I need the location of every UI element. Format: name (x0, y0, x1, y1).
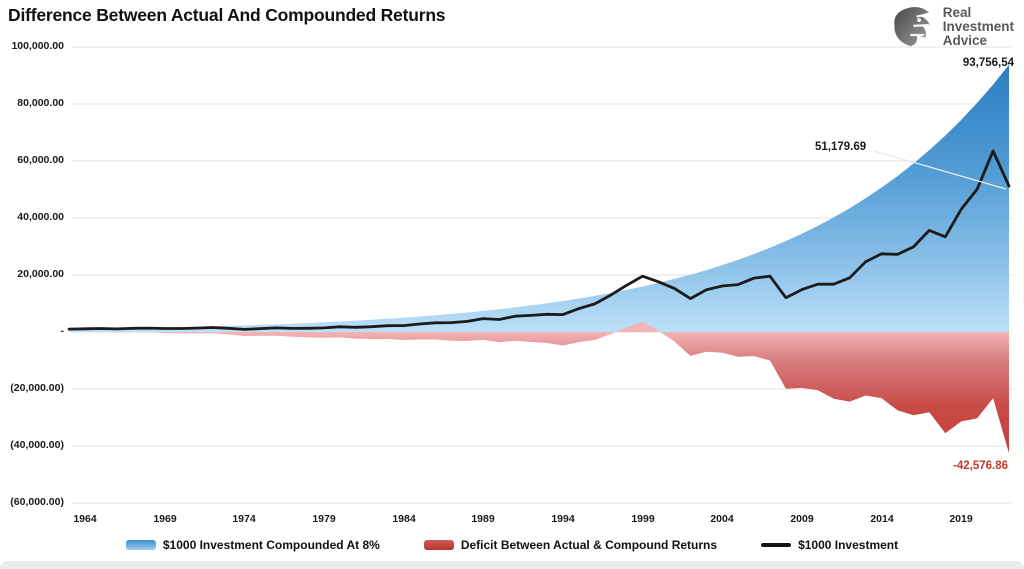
x-axis-tick-label: 2004 (710, 513, 734, 525)
legend-item-investment: $1000 Investment (761, 538, 898, 552)
brand-logo: Real Investment Advice (890, 5, 1014, 49)
x-axis-tick-label: 1969 (153, 513, 177, 525)
y-axis-tick-label: (40,000.00) (10, 439, 64, 451)
legend-item-deficit: Deficit Between Actual & Compound Return… (423, 538, 718, 552)
x-axis-tick-label: 2014 (870, 513, 894, 525)
legend-label: Deficit Between Actual & Compound Return… (460, 538, 718, 552)
legend-label: $1000 Investment (798, 538, 899, 552)
blue-area-swatch (125, 540, 156, 550)
x-axis-tick-label: 2009 (790, 513, 814, 525)
y-axis-tick-label: - (60, 325, 65, 337)
x-axis-tick-label: 1999 (631, 513, 655, 525)
annotation-actual-end-value: 51,179.69 (815, 141, 867, 153)
y-axis-tick-label: (60,000.00) (10, 496, 64, 508)
y-axis-tick-label: 20,000.00 (17, 268, 64, 280)
y-axis-tick-label: 60,000.00 (17, 154, 64, 166)
annotation-compound-end-value: 93,756,54 (962, 57, 1014, 69)
y-axis-tick-label: 40,000.00 (17, 211, 64, 223)
chart-title: Difference Between Actual And Compounded… (8, 5, 446, 25)
x-axis-tick-label: 1964 (73, 513, 97, 525)
bottom-divider (0, 561, 1024, 569)
y-axis-tick-label: 100,000.00 (11, 40, 64, 52)
brand-name: Real Investment Advice (942, 4, 1014, 49)
x-axis-tick-label: 1979 (312, 513, 336, 525)
legend-item-compounded: $1000 Investment Compounded At 8% (125, 538, 380, 552)
brand-line-3: Advice (942, 33, 987, 49)
x-axis-tick-label: 2019 (949, 513, 973, 525)
annotation-deficit-end-value: -42,576.86 (953, 460, 1008, 472)
x-axis-tick-label: 1984 (392, 513, 416, 525)
x-axis-tick-label: 1974 (232, 513, 256, 525)
y-axis-tick-label: 80,000.00 (17, 97, 64, 109)
x-axis-tick-label: 1989 (471, 513, 495, 525)
x-axis-tick-label: 1994 (551, 513, 575, 525)
black-line-swatch (761, 543, 792, 547)
red-area-swatch (423, 540, 454, 550)
legend-label: $1000 Investment Compounded At 8% (162, 538, 380, 552)
y-axis-tick-label: (20,000.00) (10, 382, 64, 394)
brand-line-2: Investment (942, 18, 1014, 34)
brand-line-1: Real (942, 4, 972, 20)
chart-legend: $1000 Investment Compounded At 8% Defici… (0, 538, 1024, 552)
eagle-icon (890, 5, 936, 49)
